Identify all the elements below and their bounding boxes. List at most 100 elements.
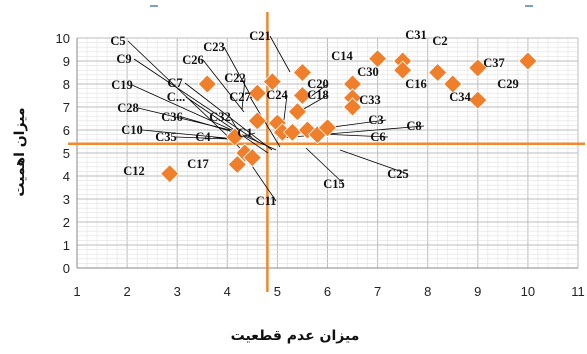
point-label: C7	[167, 76, 182, 90]
x-tick-label: 11	[571, 284, 585, 299]
point-label: C33	[359, 93, 381, 107]
point-label: C32	[209, 110, 231, 124]
point-label: C2	[432, 34, 447, 48]
leader-line	[339, 149, 409, 175]
point-label: C9	[116, 52, 131, 66]
data-point	[342, 97, 363, 117]
point-label: C5	[110, 34, 125, 48]
point-label: C35	[155, 130, 177, 144]
point-label: C8	[406, 119, 421, 133]
x-tick-label: 10	[521, 284, 535, 299]
data-point	[247, 111, 267, 131]
point-label: C31	[405, 28, 427, 42]
leader-line	[241, 77, 246, 111]
y-tick-label: 6	[63, 123, 70, 138]
y-tick-label: 5	[63, 146, 70, 161]
data-point	[518, 51, 538, 71]
point-labels: C5 C9 C7C... C19 C28 C36 C32 C10 C35 C4 C1 C12 C17 C1…	[110, 28, 518, 208]
y-tick-label: 1	[63, 238, 70, 253]
x-tick-label: 1	[73, 284, 80, 299]
point-label: C24	[266, 88, 288, 102]
data-point	[428, 62, 448, 83]
y-axis-title: میزان اهمیت	[12, 107, 28, 196]
data-point	[292, 62, 313, 83]
data-point	[197, 74, 217, 94]
y-tick-label: 4	[63, 169, 70, 184]
axes	[76, 38, 578, 269]
y-tick-label: 10	[56, 31, 70, 46]
point-label: C3	[368, 113, 383, 127]
leader-lines	[127, 35, 425, 202]
leader-line	[212, 136, 229, 140]
leader-line	[202, 59, 245, 113]
x-tick-label: 3	[174, 284, 181, 299]
data-point	[247, 83, 267, 103]
y-tick-label: 8	[63, 77, 70, 92]
point-label: C36	[161, 110, 183, 124]
point-label: C17	[187, 157, 209, 171]
x-tick-label: 6	[324, 284, 331, 299]
point-label: C6	[370, 130, 385, 144]
data-point	[368, 49, 388, 69]
leader-line	[301, 94, 329, 111]
x-tick-label: 2	[123, 284, 130, 299]
leader-line	[131, 84, 277, 151]
point-label: C16	[405, 77, 427, 91]
data-point	[468, 58, 488, 78]
leader-line	[185, 96, 269, 154]
point-label: C12	[123, 164, 145, 178]
point-label: C25	[387, 167, 409, 181]
data-point	[262, 72, 282, 92]
data-point	[468, 90, 488, 110]
y-tick-label: 0	[63, 261, 70, 276]
leader-line	[223, 46, 253, 99]
y-tick-label: 7	[63, 100, 70, 115]
leader-line	[127, 40, 241, 149]
point-label: C21	[249, 29, 271, 43]
point-label: C29	[497, 77, 519, 91]
point-label: C23	[203, 40, 225, 54]
x-tick-label: 8	[424, 284, 431, 299]
point-label: C27	[229, 90, 251, 104]
data-point	[287, 102, 308, 122]
data-point	[282, 122, 302, 142]
reference-lines	[68, 12, 585, 292]
leader-line	[133, 58, 259, 143]
leader-line	[305, 147, 345, 185]
data-point	[225, 127, 245, 147]
y-tick-label: 9	[63, 54, 70, 69]
point-label: C30	[357, 65, 379, 79]
point-label: C34	[449, 90, 471, 104]
grid	[76, 37, 579, 269]
leader-line	[269, 35, 291, 73]
point-label: C14	[331, 49, 353, 63]
leader-line	[141, 129, 237, 140]
data-point	[317, 118, 338, 138]
data-point	[160, 164, 180, 184]
leader-line	[184, 82, 273, 151]
y-tick-label: 2	[63, 215, 70, 230]
x-axis-title: میزان عدم قطعیت	[231, 328, 360, 344]
point-label: C4	[195, 130, 211, 144]
x-tick-label: 5	[274, 284, 281, 299]
data-point	[443, 74, 463, 94]
point-label: C15	[323, 177, 345, 191]
point-label: C28	[117, 101, 139, 115]
leader-line	[181, 116, 241, 135]
point-label: C26	[182, 53, 204, 67]
x-tick-label: 9	[474, 284, 481, 299]
x-tick-label: 4	[224, 284, 231, 299]
point-label: C37	[483, 56, 505, 70]
point-label: C11	[256, 194, 277, 208]
y-tick-label: 3	[63, 192, 70, 207]
data-point	[242, 148, 262, 168]
data-point	[292, 85, 313, 106]
data-point	[393, 60, 413, 80]
point-label: C20	[307, 77, 329, 91]
point-label: C22	[224, 71, 246, 85]
x-tick-label: 7	[374, 284, 381, 299]
point-label: C18	[307, 88, 329, 102]
